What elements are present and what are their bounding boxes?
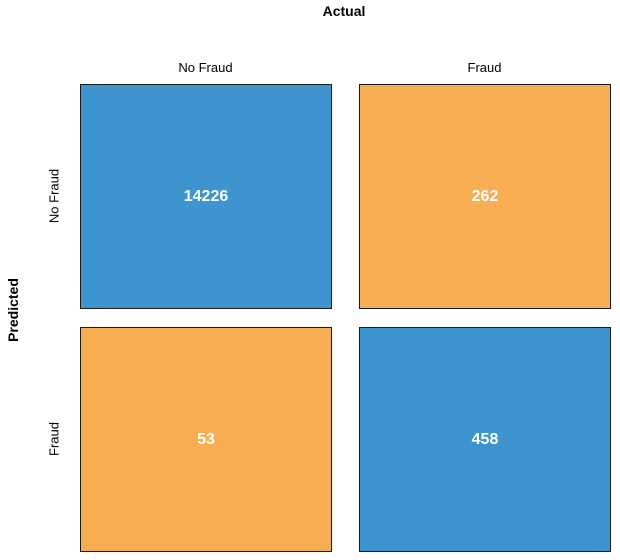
cell-predicted-no-fraud-actual-no-fraud: 14226 <box>80 84 332 309</box>
row-label-no-fraud: No Fraud <box>46 168 62 224</box>
cell-predicted-no-fraud-actual-fraud: 262 <box>359 84 611 309</box>
y-axis-title: Predicted <box>5 278 21 342</box>
cell-value-label: 262 <box>471 187 499 205</box>
cell-value-label: 14226 <box>183 187 229 205</box>
row-label-fraud: Fraud <box>46 422 62 456</box>
cell-predicted-fraud-actual-no-fraud: 53 <box>80 327 332 552</box>
column-label-fraud: Fraud <box>467 60 502 75</box>
column-label-no-fraud: No Fraud <box>178 60 233 75</box>
cell-predicted-fraud-actual-fraud: 458 <box>359 327 611 552</box>
cell-value-label: 458 <box>471 430 499 448</box>
x-axis-title: Actual <box>322 3 366 19</box>
cell-value-label: 53 <box>197 430 215 448</box>
